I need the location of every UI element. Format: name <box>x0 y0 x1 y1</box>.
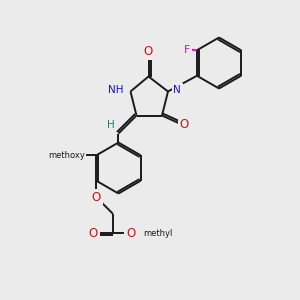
Text: O: O <box>144 45 153 58</box>
Text: O: O <box>179 118 188 131</box>
Text: methoxy: methoxy <box>48 151 85 160</box>
Text: H: H <box>107 120 115 130</box>
Text: F: F <box>184 45 190 55</box>
Text: O: O <box>75 149 85 162</box>
Text: NH: NH <box>108 85 124 95</box>
Text: O: O <box>92 191 101 204</box>
Text: O: O <box>126 227 136 240</box>
Text: N: N <box>173 85 181 95</box>
Text: methyl: methyl <box>143 229 173 238</box>
Text: O: O <box>89 227 98 240</box>
